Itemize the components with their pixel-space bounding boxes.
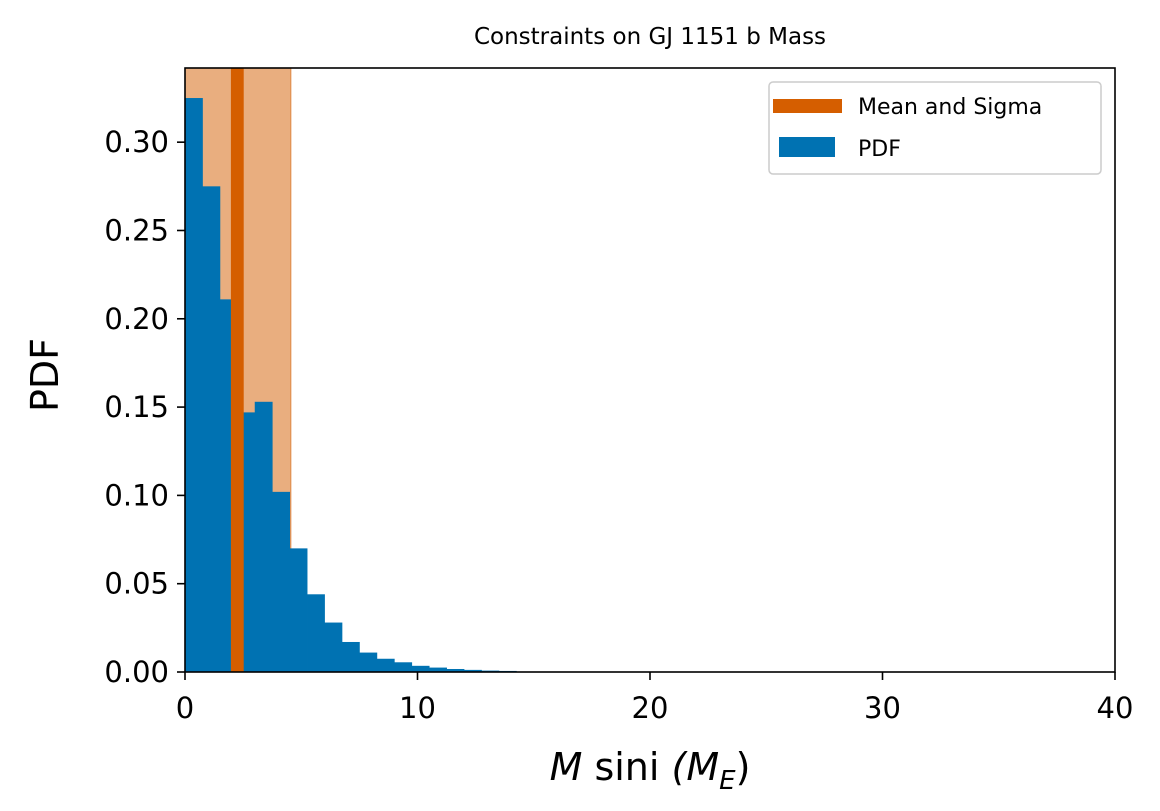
y-tick-label: 0.15 bbox=[104, 390, 169, 424]
histogram-bar bbox=[359, 652, 378, 672]
chart-title: Constraints on GJ 1151 b Mass bbox=[474, 24, 826, 50]
x-label-unit-sub: E bbox=[719, 766, 736, 796]
x-label-sini: sini bbox=[582, 745, 671, 789]
x-axis-label: M sini (ME) bbox=[550, 745, 751, 796]
legend-label-pdf: PDF bbox=[858, 137, 901, 162]
y-tick-label: 0.10 bbox=[104, 478, 169, 512]
x-label-unit-open: (M bbox=[672, 745, 720, 789]
histogram-bar bbox=[376, 658, 395, 672]
legend: Mean and Sigma PDF bbox=[768, 81, 1102, 175]
histogram-bar bbox=[202, 186, 221, 672]
histogram-bar bbox=[324, 622, 343, 672]
histogram-bar bbox=[254, 401, 273, 672]
histogram-bar bbox=[272, 491, 291, 672]
histogram-bar bbox=[185, 98, 203, 673]
y-tick-label: 0.00 bbox=[104, 655, 169, 689]
y-axis-ticks: 0.00 0.05 0.10 0.15 0.20 0.25 0.30 bbox=[104, 125, 185, 689]
y-tick-label: 0.20 bbox=[104, 302, 169, 336]
mean-line-layer bbox=[230, 68, 244, 672]
histogram-bar bbox=[446, 668, 465, 672]
y-tick-label: 0.30 bbox=[104, 125, 169, 159]
x-label-mass-symbol: M bbox=[550, 745, 583, 789]
histogram-bar bbox=[289, 548, 308, 672]
x-tick-label: 40 bbox=[1097, 691, 1134, 725]
x-tick-label: 0 bbox=[176, 691, 194, 725]
x-tick-label: 10 bbox=[399, 691, 436, 725]
histogram-bar bbox=[411, 665, 430, 672]
x-label-unit-close: ) bbox=[736, 745, 751, 789]
x-tick-label: 30 bbox=[864, 691, 901, 725]
legend-swatch-pdf bbox=[779, 137, 835, 157]
mean-line bbox=[230, 68, 244, 672]
histogram-bar bbox=[429, 667, 447, 672]
y-tick-label: 0.05 bbox=[104, 567, 169, 601]
histogram-bar bbox=[341, 641, 360, 672]
histogram-bar bbox=[307, 594, 325, 672]
legend-box bbox=[768, 81, 1102, 175]
x-axis-ticks: 0 10 20 30 40 bbox=[176, 672, 1134, 725]
y-axis-label: PDF bbox=[23, 338, 67, 412]
y-tick-label: 0.25 bbox=[104, 213, 169, 247]
legend-label-mean-and-sigma: Mean and Sigma bbox=[858, 95, 1042, 120]
histogram-bar bbox=[394, 662, 413, 672]
histogram-bar bbox=[464, 669, 482, 672]
x-tick-label: 20 bbox=[632, 691, 669, 725]
